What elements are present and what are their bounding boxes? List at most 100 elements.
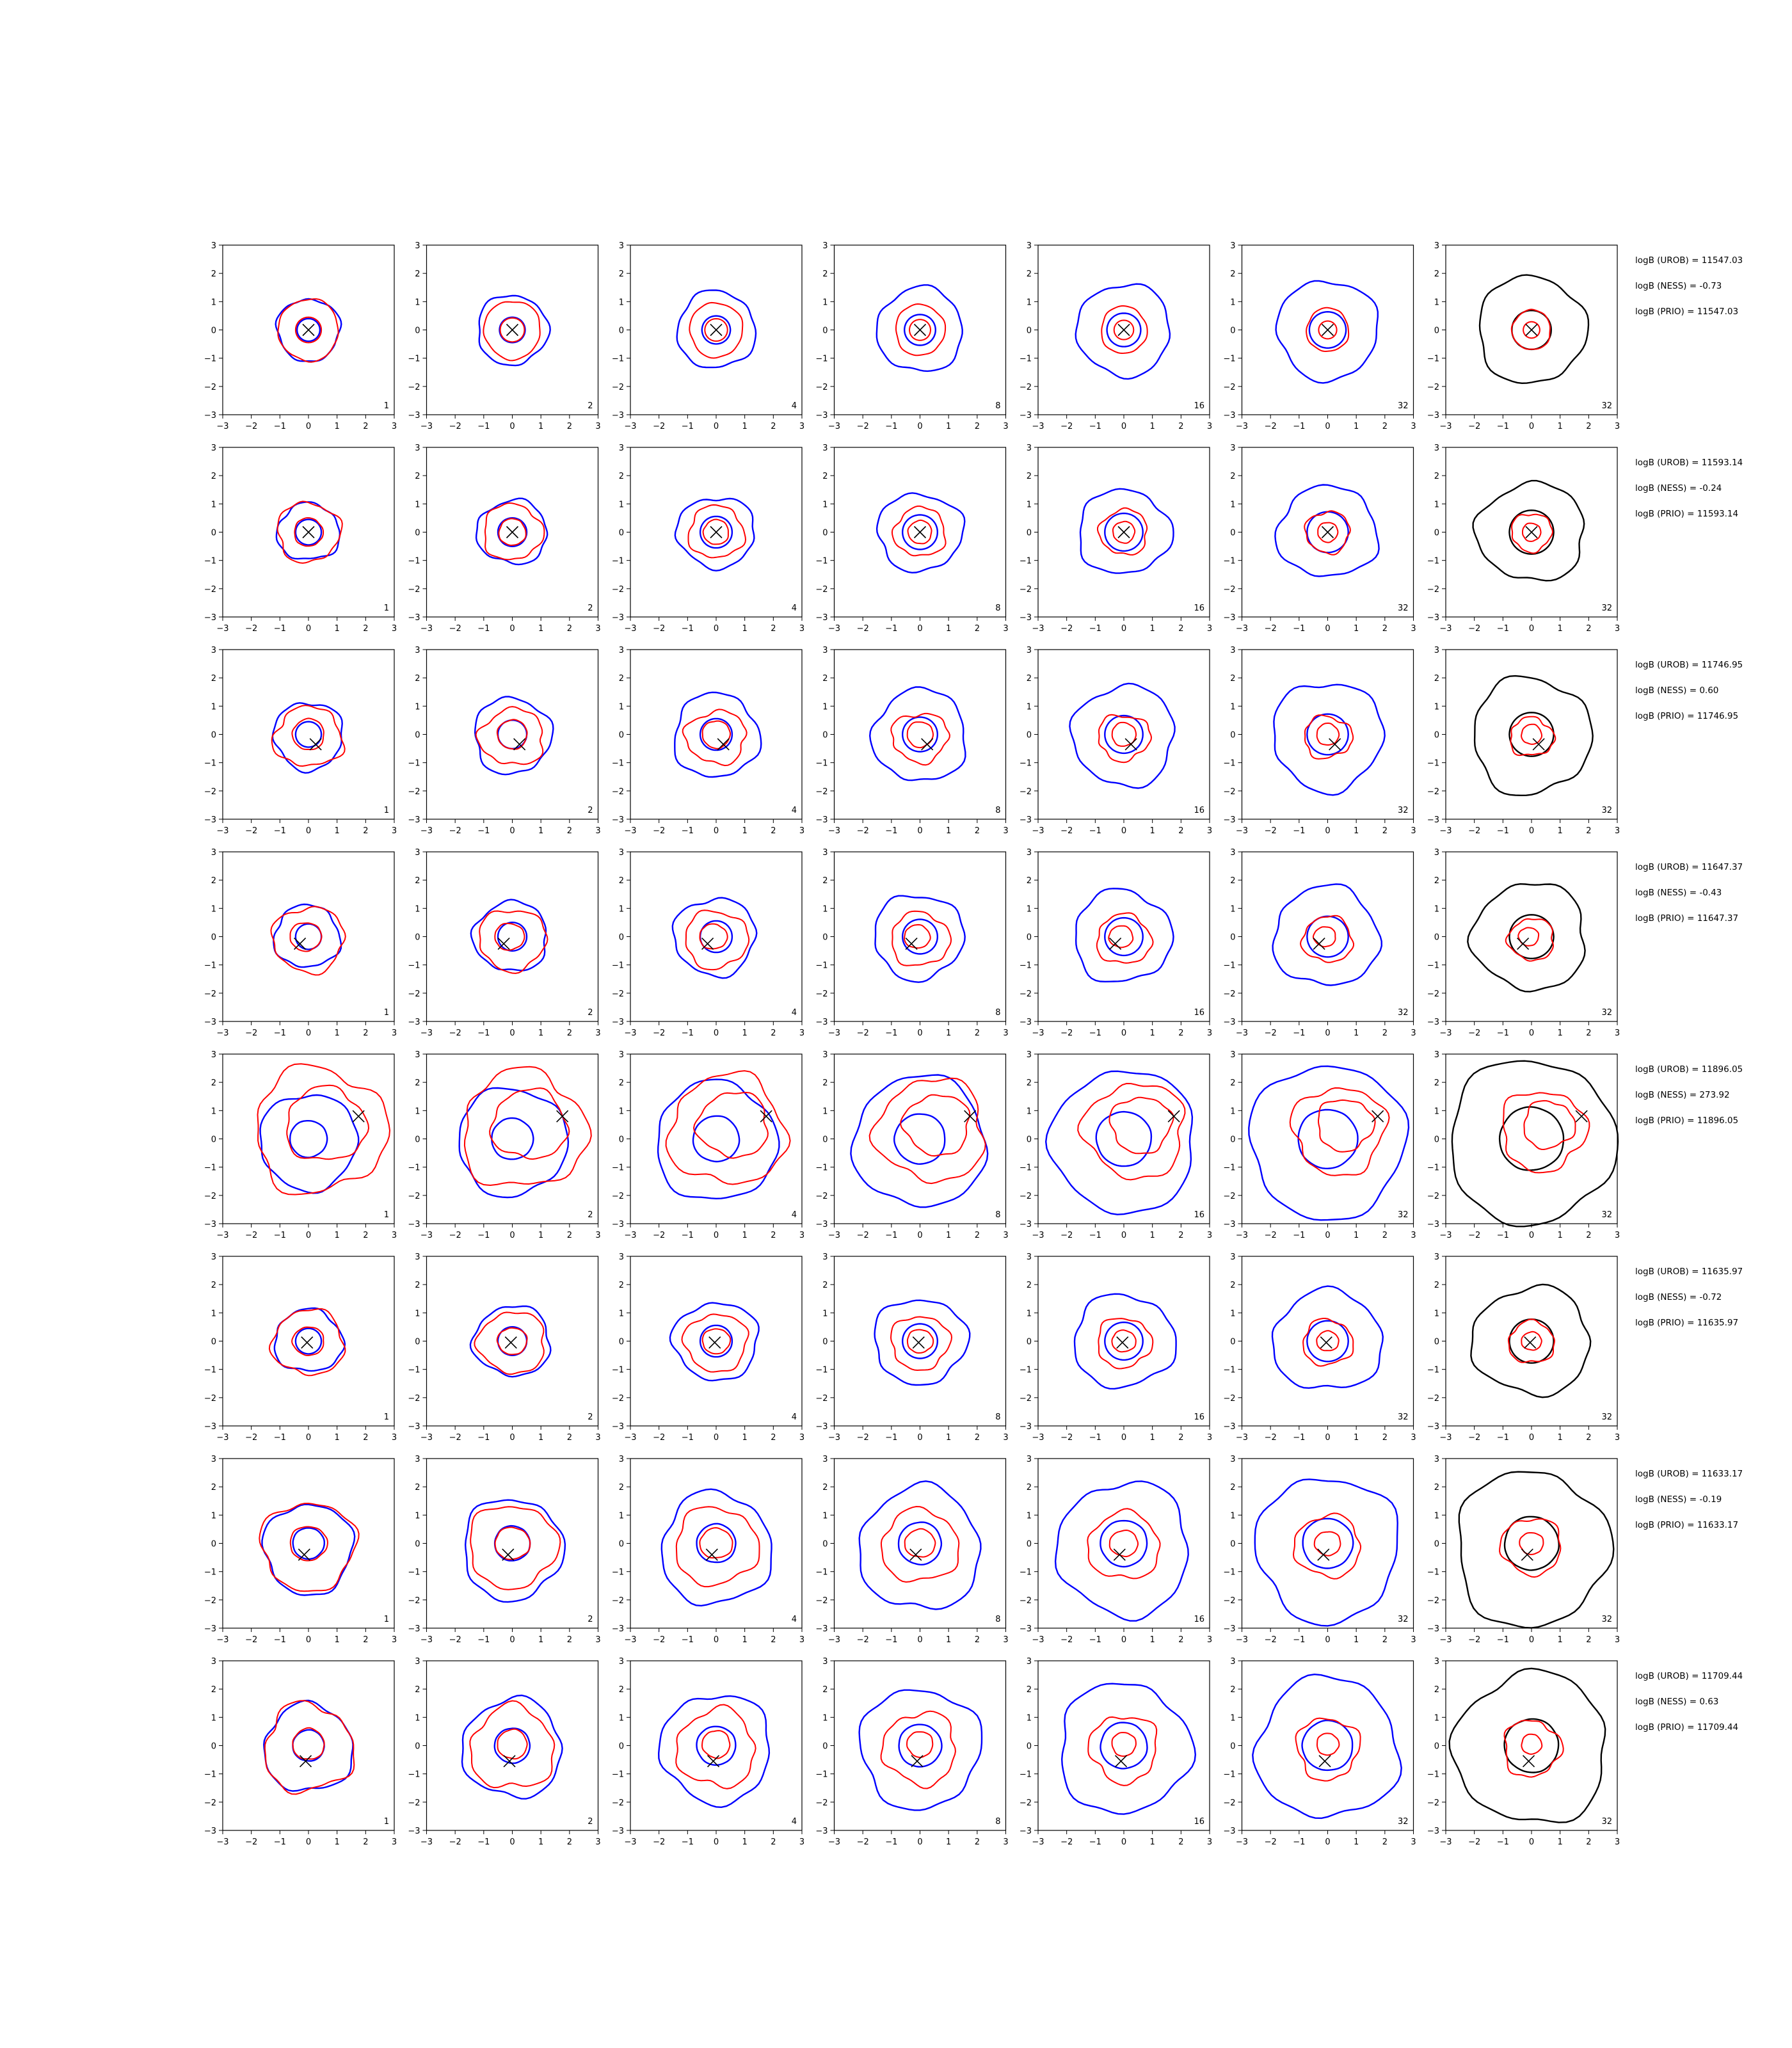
y-tick-label: 0	[211, 1338, 216, 1347]
outer-contour	[657, 1078, 780, 1200]
y-tick-label: 2	[822, 674, 828, 684]
inner-contour	[906, 1731, 934, 1759]
x-tick-label: 3	[1003, 1231, 1008, 1240]
y-tick-label: −1	[1427, 1568, 1439, 1578]
marker-x	[701, 937, 714, 950]
x-tick-label: −2	[1468, 826, 1480, 836]
marker-x	[964, 1110, 977, 1123]
axes-frame	[426, 1660, 599, 1831]
x-tick-label: 1	[538, 1231, 543, 1240]
x-tick-label: 0	[1529, 1231, 1534, 1240]
y-tick-label: 3	[1230, 848, 1235, 858]
inner-contour	[903, 924, 931, 949]
panel-r5-c3: −3 3 −2 2 −1 1 0 0 1 −1 2 −2 3 −3 4	[612, 1050, 804, 1240]
x-tick-label: 2	[363, 1635, 368, 1645]
outer-contour	[696, 1725, 737, 1766]
y-tick-label: 1	[1027, 1107, 1032, 1116]
panel-r2-c1: −3 3 −2 2 −1 1 0 0 1 −1 2 −2 3 −3 1	[204, 444, 397, 634]
inner-contour	[1108, 925, 1134, 948]
inner-contour	[1313, 1531, 1341, 1556]
y-tick-label: −1	[612, 961, 624, 971]
inner-contour	[868, 1077, 986, 1185]
y-tick-label: 1	[1230, 1309, 1235, 1318]
y-tick-label: 0	[1230, 529, 1235, 538]
y-tick-label: 2	[1230, 472, 1235, 481]
y-tick-label: 0	[1027, 1135, 1032, 1145]
outer-contour	[1301, 1719, 1354, 1772]
y-tick-label: −1	[612, 1568, 624, 1578]
y-tick-label: 3	[211, 1050, 216, 1060]
x-tick-label: 1	[946, 1231, 951, 1240]
outer-contour	[1508, 1318, 1555, 1364]
y-tick-label: 1	[1027, 904, 1032, 914]
y-tick-label: −2	[1427, 787, 1439, 797]
inner-contour	[692, 1091, 769, 1159]
inner-contour	[1101, 305, 1148, 355]
marker-x	[302, 525, 315, 539]
inner-contour	[1522, 522, 1542, 542]
x-tick-label: 2	[1178, 1433, 1183, 1443]
marker-x	[717, 738, 730, 751]
x-tick-label: 1	[335, 1837, 340, 1847]
y-tick-label: 0	[211, 529, 216, 538]
inner-contour	[1111, 1329, 1137, 1353]
y-tick-label: −3	[408, 1827, 420, 1836]
panel-tag: 8	[995, 1412, 1000, 1422]
y-tick-label: −3	[612, 1220, 624, 1229]
x-tick-label: 3	[1411, 826, 1416, 836]
x-tick-label: −1	[1497, 1837, 1509, 1847]
panel-r5-c6: −3 3 −2 2 −1 1 0 0 1 −1 2 −2 3 −3 32	[1223, 1050, 1416, 1240]
outer-contour	[671, 897, 758, 979]
x-tick-label: 3	[1003, 422, 1008, 431]
y-tick-label: 2	[1230, 876, 1235, 886]
panel-r1-c3: −3 3 −2 2 −1 1 0 0 1 −1 2 −2 3 −3 4	[612, 241, 804, 431]
marker-x	[352, 1110, 365, 1123]
x-tick-label: 2	[1586, 1635, 1591, 1645]
x-tick-label: −1	[274, 1837, 286, 1847]
y-tick-label: −3	[815, 1018, 828, 1027]
y-tick-label: 0	[822, 1135, 828, 1145]
panel-tag: 1	[384, 1008, 389, 1018]
inner-contour	[892, 910, 952, 966]
outer-contour	[1073, 1293, 1177, 1390]
panel-tag: 32	[1398, 1008, 1409, 1018]
y-tick-label: 1	[619, 904, 624, 914]
x-tick-label: 0	[306, 1635, 311, 1645]
y-tick-label: −1	[1020, 355, 1032, 364]
y-tick-label: 2	[619, 1483, 624, 1492]
inner-contour	[1113, 319, 1135, 340]
axes-frame	[222, 1458, 395, 1629]
outer-contour	[1473, 675, 1594, 797]
x-tick-label: 1	[1558, 1635, 1563, 1645]
x-tick-label: −2	[1060, 624, 1073, 634]
y-tick-label: −3	[815, 411, 828, 420]
y-tick-label: −3	[815, 613, 828, 623]
inner-contour	[687, 504, 747, 559]
axes-frame	[222, 851, 395, 1022]
inner-contour	[259, 1502, 360, 1592]
x-tick-label: −3	[1439, 1837, 1452, 1847]
inner-contour	[1316, 1732, 1340, 1756]
x-tick-label: −3	[420, 1028, 433, 1038]
y-tick-label: −2	[1427, 1596, 1439, 1606]
outer-contour	[876, 492, 966, 574]
y-tick-label: 2	[1230, 1685, 1235, 1695]
inner-contour	[880, 1710, 956, 1789]
outer-contour	[1302, 1517, 1354, 1569]
outer-contour	[289, 1120, 328, 1158]
x-tick-label: −1	[885, 1837, 897, 1847]
row-stat-text: logB (PRIO) = 11593.14	[1635, 509, 1738, 519]
panel-tag: 32	[1601, 1615, 1612, 1624]
y-tick-label: 1	[415, 1107, 420, 1116]
y-tick-label: 0	[822, 1742, 828, 1752]
y-tick-label: −2	[612, 585, 624, 595]
panel-tag: 1	[384, 1817, 389, 1827]
y-tick-label: −1	[1427, 1770, 1439, 1780]
panel-tag: 2	[588, 1008, 593, 1018]
outer-contour	[1252, 1673, 1402, 1820]
y-tick-label: 2	[211, 1685, 216, 1695]
y-tick-label: −1	[204, 1568, 216, 1578]
y-tick-label: −3	[1427, 1220, 1439, 1229]
panel-r4-c2: −3 3 −2 2 −1 1 0 0 1 −1 2 −2 3 −3 2	[408, 848, 600, 1038]
y-tick-label: 1	[1230, 904, 1235, 914]
